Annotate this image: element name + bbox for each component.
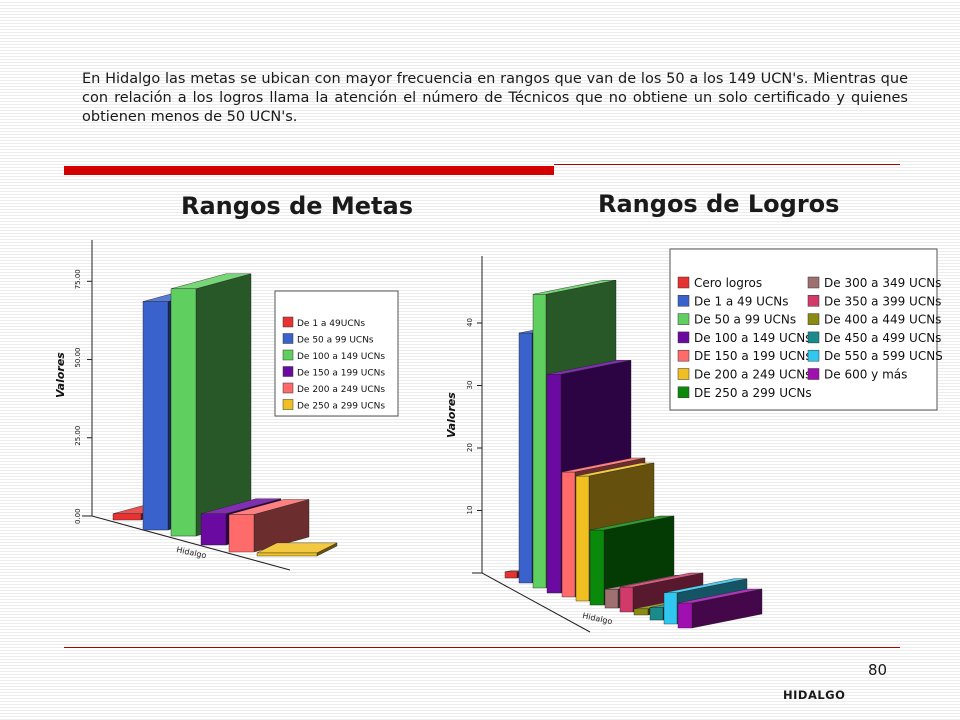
logros-bar-3-top [532,280,617,295]
logros-bar-10-front [633,608,649,616]
metas-bar-6-front [256,552,318,557]
logros-bar-5-top [561,457,646,473]
logros-category-label: Hidalgo [582,611,614,626]
logros-bar-1-front [504,571,518,579]
logros-legend-label: De 50 a 99 UCNs [694,313,796,327]
metas-bar-3-side [195,273,252,537]
logros-chart: Valores Hidalgo 10 20 30 40 Cero logros De 1 … [445,248,943,633]
intro-paragraph: En Hidalgo las metas se ubican con mayor… [82,71,908,125]
metas-bar-2-front [142,301,169,531]
metas-legend-swatch [282,366,294,377]
logros-y-axis-label: Valores [445,392,458,438]
logros-legend-swatch [807,295,820,307]
metas-legend-label: De 50 a 99 UCNs [297,336,374,346]
metas-bar-3 [170,273,252,537]
metas-bar-6-top [256,542,338,554]
logros-legend-label: De 300 a 349 UCNs [824,276,941,290]
metas-legend-label: De 100 a 149 UCNs [297,352,385,362]
logros-ytick-label: 30 [466,381,474,390]
red-divider-thin [554,164,900,165]
metas-bar-3-top [170,273,252,289]
metas-ytick-label: 0.00 [74,508,82,524]
logros-bar-3-front [532,294,547,589]
logros-legend-swatch [677,295,690,307]
metas-bar-5-front [228,514,255,553]
logros-bar-7-top [589,515,675,531]
logros-legend-box [669,248,938,411]
logros-bar-13-front [677,602,693,629]
metas-y-axis-label: Valores [54,352,67,398]
metas-chart: Valores Hidalgo 0.00 25.00 50.00 75.00 De 1 … [54,240,399,571]
metas-bar-3-front [170,288,197,537]
logros-bar-4-top [546,360,632,375]
logros-legend-swatch [807,331,820,344]
logros-legend-swatch [807,313,820,325]
metas-ytick-label: 75.00 [74,269,82,289]
logros-legend-label: Cero logros [694,276,762,290]
logros-bar-6-top [575,462,655,477]
metas-bar-5 [228,499,310,553]
logros-ytick-label: 20 [466,443,474,452]
metas-legend-swatch [282,382,294,394]
metas-legend-swatch [282,333,294,344]
logros-bar-11-front [649,607,664,621]
logros-legend-label: De 200 a 249 UCNs [694,368,811,382]
page-number: 80 [868,661,888,679]
logros-bar-13 [677,588,763,629]
metas-legend-label: De 250 a 299 UCNs [297,402,385,412]
chart-title-logros: Rangos de Logros [598,190,840,218]
metas-legend-label: De 1 a 49UCNs [297,319,365,329]
metas-ytick-label: 25.00 [74,426,82,446]
red-divider-thick [64,166,554,175]
logros-bar-12-front [663,592,678,625]
red-divider-bottom [64,647,900,648]
logros-legend-swatch [677,276,690,289]
logros-ytick-label: 10 [466,506,474,515]
metas-legend-swatch [282,349,294,361]
metas-category-label: Hidalgo [176,545,208,560]
logros-legend-label: De 100 a 149 UCNs [694,331,811,345]
metas-legend-box [274,290,399,417]
metas-legend-swatch [282,316,294,328]
metas-bar-4-front [200,513,227,546]
footer-label: HIDALGO [783,688,846,702]
metas-ytick-label: 50.00 [74,347,82,367]
logros-legend-label: De 350 a 399 UCNs [824,294,941,308]
logros-legend-label: De 550 a 599 UCNS [824,349,943,363]
logros-legend-swatch [677,331,690,344]
metas-legend-label: De 150 a 199 UCNs [297,369,385,379]
chart-title-metas: Rangos de Metas [181,192,413,220]
logros-bar-6-front [575,475,590,602]
metas-bar-4-top [200,498,282,514]
logros-legend-label: De 600 y más [824,368,907,382]
logros-legend-swatch [677,349,690,362]
logros-bar-7-front [589,529,605,606]
logros-legend-swatch [807,349,820,362]
logros-legend-swatch [677,313,690,325]
logros-bar-9-top [619,572,704,588]
logros-ytick-label: 40 [466,318,474,327]
logros-legend-swatch [807,276,820,289]
metas-bar-1-front [112,513,142,521]
logros-legend-label: DE 150 a 199 UCNs [694,349,812,363]
logros-legend-label: De 400 a 449 UCNs [824,313,941,327]
logros-bar-4-front [546,374,562,594]
logros-legend-label: DE 250 a 299 UCNs [694,386,812,400]
logros-bar-8-front [604,589,619,609]
logros-legend-swatch [677,368,690,380]
metas-bar-5-top [228,499,310,515]
logros-bar-12-top [663,578,748,593]
logros-legend-label: De 450 a 499 UCNs [824,331,941,345]
logros-legend-swatch [807,368,820,380]
metas-bar-6 [256,542,338,557]
logros-legend-swatch [677,386,690,399]
logros-bar-13-top [677,588,763,604]
metas-legend-swatch [282,399,294,410]
metas-legend-label: De 200 a 249 UCNs [297,385,385,395]
logros-bar-2-front [518,332,533,584]
logros-legend-label: De 1 a 49 UCNs [694,294,789,308]
logros-bar-9-front [619,586,634,613]
logros-bar-5-front [561,471,576,598]
